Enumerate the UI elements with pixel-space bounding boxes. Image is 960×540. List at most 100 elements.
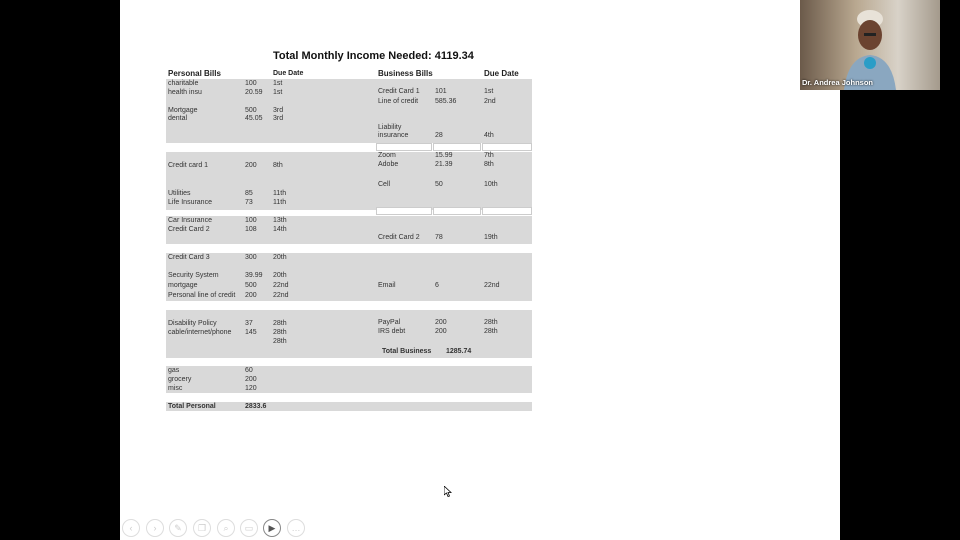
participant-avatar [844,10,896,90]
business-row-amount: 78 [435,234,443,241]
business-row-name: Adobe [378,161,399,168]
business-row-amount: 200 [435,319,447,326]
business-row-due: 22nd [484,282,500,289]
personal-row-name: cable/internet/phone [168,329,232,336]
business-row-due: 7th [484,152,494,159]
pen-icon[interactable]: ✎ [169,519,187,537]
business-row-name: Liability [378,124,402,131]
personal-row-name: Car Insurance [168,217,212,224]
cursor-icon [444,486,452,497]
personal-row-name: Mortgage [168,107,198,114]
business-row-amount: 50 [435,181,443,188]
personal-row-due: 11th [273,199,287,206]
video-icon[interactable]: ▶ [263,519,281,537]
business-row-amount: 6 [435,282,439,289]
business-row-name: insurance [378,132,409,139]
business-row-due: 19th [484,234,498,241]
personal-row-due: 8th [273,162,283,169]
previous-icon[interactable]: ‹ [122,519,140,537]
personal-row-amount: 145 [245,329,257,336]
business-row-due: 10th [484,181,498,188]
total-business-label: Total Business [382,348,432,355]
business-row-name: IRS debt [378,328,406,335]
participant-video[interactable]: Dr. Andrea Johnson [800,0,940,90]
personal-row-name: Credit Card 2 [168,226,210,233]
business-row-due: 8th [484,161,494,168]
personal-row-name: Utilities [168,190,191,197]
personal-row-amount: 100 [245,80,257,87]
personal-row-due: 20th [273,272,287,279]
zoom-icon[interactable]: ⌕ [217,519,235,537]
next-icon[interactable]: › [146,519,164,537]
personal-row-name: Personal line of credit [168,292,236,299]
personal-row-amount: 45.05 [245,115,263,122]
business-row-name: Email [378,282,396,289]
copy-icon[interactable]: ❐ [193,519,211,537]
personal-row-amount: 73 [245,199,253,206]
table-band [166,216,532,244]
business-due-header: Due Date [484,69,519,78]
blank-cell [376,143,432,151]
business-row-name: Zoom [378,152,396,159]
personal-row-due: 22nd [273,292,289,299]
personal-row-amount: 200 [245,292,257,299]
personal-row-name: gas [168,367,180,374]
personal-row-name: Credit card 1 [168,162,209,169]
personal-row-due: 20th [273,254,287,261]
personal-row-name: Life Insurance [168,199,212,206]
more-icon[interactable]: … [287,519,305,537]
personal-row-due: 28th [273,329,287,336]
personal-row-amount: 108 [245,226,257,233]
table-band [166,310,532,358]
personal-row-name: Security System [168,272,219,279]
personal-due-header: Due Date [273,70,304,77]
screen-icon[interactable]: ▭ [240,519,258,537]
business-row-amount: 21.39 [435,161,453,168]
business-row-name: Cell [378,181,391,188]
personal-row-amount: 20.59 [245,89,263,96]
personal-header: Personal Bills [168,69,221,78]
business-row-amount: 200 [435,328,447,335]
personal-row-amount: 85 [245,190,253,197]
personal-row-due: 14th [273,226,287,233]
business-row-name: PayPal [378,319,401,326]
business-row-name: Credit Card 2 [378,234,420,241]
business-row-due: 28th [484,328,498,335]
blank-cell [433,143,481,151]
personal-row-amount: 500 [245,107,257,114]
business-row-amount: 28 [435,132,443,139]
personal-row-due: 1st [273,89,283,96]
table-band [166,253,532,301]
personal-row-name: mortgage [168,282,198,289]
business-row-due: 4th [484,132,494,139]
table-band [166,79,532,143]
personal-row-amount: 200 [245,162,257,169]
personal-row-amount: 200 [245,376,257,383]
personal-row-due: 3rd [273,107,284,114]
total-business-value: 1285.74 [446,348,472,355]
blank-cell [482,143,532,151]
personal-row-name: Disability Policy [168,320,217,327]
business-row-due: 28th [484,319,498,326]
personal-row-name: grocery [168,376,192,383]
business-row-name: Credit Card 1 [378,88,420,95]
personal-row-due: 1st [273,80,283,87]
business-row-name: Line of credit [378,98,419,105]
personal-row-name: Credit Card 3 [168,254,210,261]
personal-row-due: 22nd [273,282,289,289]
business-row-amount: 15.99 [435,152,453,159]
table-band [166,402,532,411]
personal-row-due: 3rd [273,115,284,122]
total-personal-value: 2833.6 [245,403,267,410]
table-band [166,152,532,210]
business-row-due: 2nd [484,98,496,105]
business-row-amount: 585.36 [435,98,457,105]
personal-row-amount: 37 [245,320,253,327]
business-row-due: 1st [484,88,494,95]
personal-row-due: 28th [273,338,287,345]
blank-cell [376,207,432,215]
blank-cell [482,207,532,215]
personal-row-amount: 60 [245,367,253,374]
personal-row-amount: 100 [245,217,257,224]
personal-row-amount: 300 [245,254,257,261]
